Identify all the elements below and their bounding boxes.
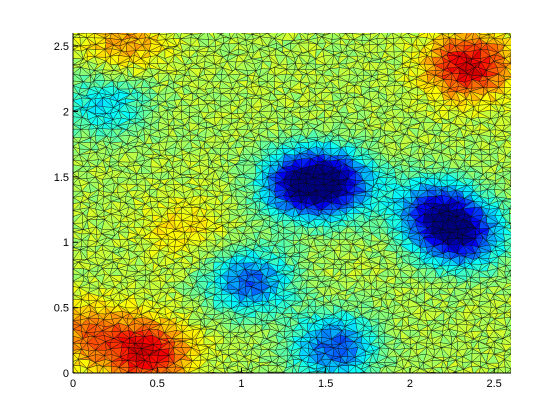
plot-area [73,33,511,373]
mesh-cell [509,335,511,340]
mesh-cell [509,333,511,336]
mesh-cell [510,348,511,349]
mesh-cell [510,348,511,355]
mesh-cell [510,369,511,373]
